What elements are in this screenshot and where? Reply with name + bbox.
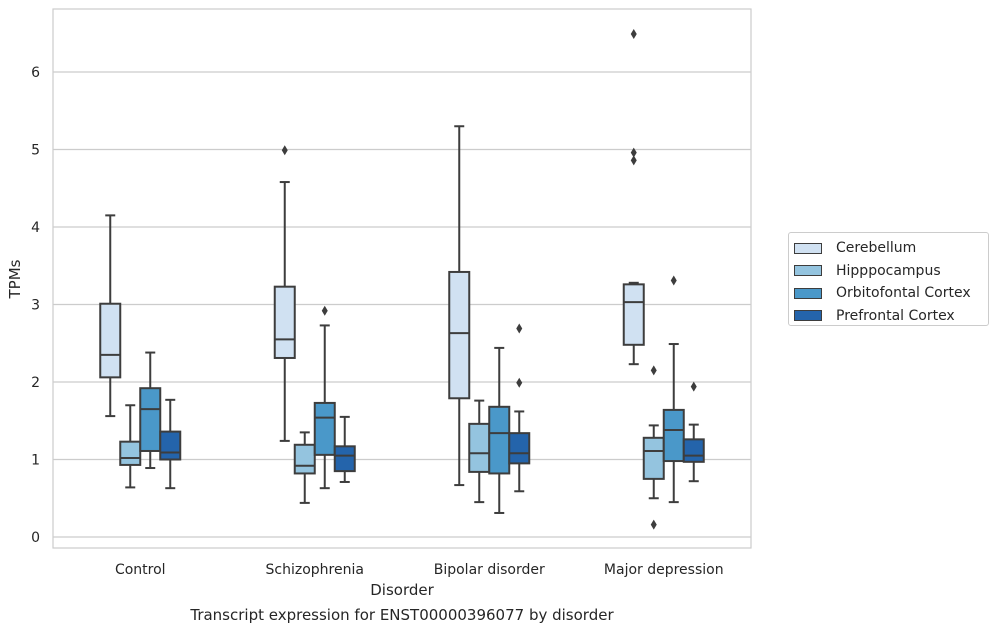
box-group <box>273 145 296 442</box>
legend-swatch <box>794 287 822 299</box>
outlier-point <box>516 377 523 388</box>
box-group <box>293 431 316 504</box>
legend-swatch <box>794 265 822 277</box>
legend-swatch <box>794 242 822 254</box>
box-group <box>662 275 685 504</box>
outlier-point <box>630 155 637 166</box>
legend-label: Hipppocampus <box>836 262 941 279</box>
box <box>273 285 296 359</box>
legend-item-prefrontal-cortex: Prefrontal Cortex <box>794 305 988 328</box>
box-group <box>99 214 122 418</box>
y-tick-label: 2 <box>31 375 40 391</box>
legend-label: Cerebellum <box>836 240 917 257</box>
outlier-point <box>670 275 677 286</box>
x-tick-label: Major depression <box>604 562 724 578</box>
box <box>468 422 491 473</box>
box <box>682 438 705 463</box>
y-axis-label: TPMs <box>6 259 24 299</box>
box <box>508 432 531 465</box>
box <box>139 387 162 452</box>
outlier-point <box>281 145 288 156</box>
box <box>159 430 182 461</box>
y-tick-label: 6 <box>31 65 40 81</box>
legend-swatch <box>794 310 822 322</box>
box-group <box>139 351 162 470</box>
box-group <box>313 305 336 490</box>
legend-item-hippocampus: Hipppocampus <box>794 260 988 283</box>
box-group <box>508 323 531 493</box>
box-group <box>682 381 705 483</box>
boxes <box>99 29 705 530</box>
legend-item-cerebellum: Cerebellum <box>794 237 988 260</box>
box <box>448 270 471 400</box>
box-group <box>333 415 356 483</box>
legend-label: Prefrontal Cortex <box>836 307 955 324</box>
outlier-point <box>516 323 523 334</box>
outlier-point <box>650 519 657 530</box>
box-group <box>622 29 645 366</box>
legend-label: Orbitofontal Cortex <box>836 285 971 302</box>
box-group <box>642 365 665 530</box>
outlier-point <box>321 305 328 316</box>
x-tick-label: Control <box>115 562 166 578</box>
box-group <box>448 125 471 487</box>
y-tick-label: 1 <box>31 453 40 469</box>
outlier-point <box>690 381 697 392</box>
y-tick-label: 4 <box>31 220 40 236</box>
x-tick-label: Schizophrenia <box>266 562 364 578</box>
outlier-point <box>650 365 657 376</box>
box <box>622 283 645 346</box>
x-tick-label: Bipolar disorder <box>434 562 545 578</box>
y-tick-label: 5 <box>31 143 40 159</box>
box <box>642 436 665 480</box>
box <box>313 401 336 456</box>
outlier-point <box>630 147 637 158</box>
legend: Cerebellum Hipppocampus Orbitofontal Cor… <box>788 232 989 326</box>
y-tick-label: 0 <box>31 530 40 546</box>
box-group <box>159 398 182 490</box>
box <box>99 302 122 379</box>
legend-item-orbitofrontal-cortex: Orbitofontal Cortex <box>794 282 988 305</box>
figure-caption: Transcript expression for ENST0000039607… <box>190 606 614 624</box>
box <box>488 405 511 475</box>
box-group <box>119 404 142 489</box>
box <box>293 443 316 475</box>
box-group <box>468 399 491 504</box>
x-axis-label: Disorder <box>370 581 434 599</box>
box <box>662 408 685 463</box>
plot-frame <box>52 8 752 549</box>
box-group <box>488 346 511 514</box>
x-tick-labels: Control Schizophrenia Bipolar disorder Majo… <box>115 562 724 578</box>
y-tick-labels: 0 1 2 3 4 5 6 <box>31 65 40 546</box>
box <box>333 445 356 473</box>
outlier-point <box>630 29 637 40</box>
y-tick-label: 3 <box>31 298 40 314</box>
box <box>119 440 142 466</box>
